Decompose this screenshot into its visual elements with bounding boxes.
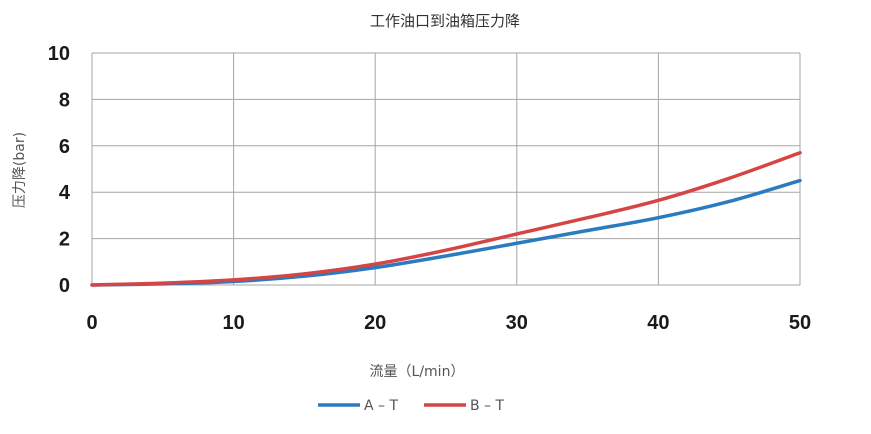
- x-axis-ticks: 0 10 20 30 40 50: [86, 312, 811, 334]
- series-line-b-t: [90, 151, 802, 287]
- series-line-a-t: [90, 178, 802, 287]
- y-tick-label: 8: [59, 89, 70, 111]
- y-tick-label: 10: [48, 43, 70, 65]
- y-tick-label: 0: [59, 275, 70, 297]
- x-tick-label: 40: [647, 312, 669, 334]
- legend-label: A – T: [364, 398, 398, 414]
- y-tick-label: 6: [59, 136, 70, 158]
- grid: [91, 52, 801, 286]
- series-lines: [90, 151, 802, 287]
- x-axis-label: 流量（L/min）: [370, 364, 465, 380]
- x-tick-label: 30: [506, 312, 528, 334]
- y-tick-label: 2: [59, 229, 70, 251]
- x-tick-label: 50: [789, 312, 811, 334]
- x-tick-label: 20: [364, 312, 386, 334]
- x-tick-label: 0: [86, 312, 97, 334]
- chart-title: 工作油口到油箱压力降: [370, 12, 520, 30]
- legend-label: B – T: [470, 398, 505, 414]
- y-tick-label: 4: [59, 182, 71, 204]
- y-axis-label: 压力降(bar): [12, 132, 28, 208]
- y-axis-ticks: 0 2 4 6 8 10: [48, 43, 71, 297]
- x-tick-label: 10: [222, 312, 244, 334]
